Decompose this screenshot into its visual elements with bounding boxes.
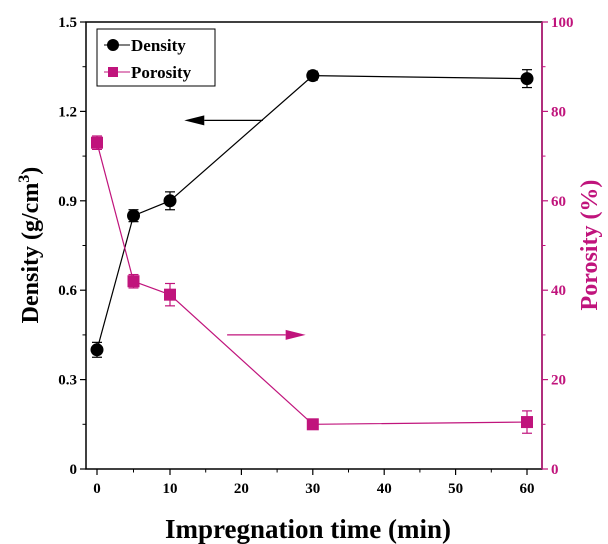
density-point [306,69,320,83]
right-y-tick-label: 40 [551,283,566,299]
legend-density-label: Density [131,36,186,55]
porosity-point [91,136,103,149]
porosity-point [127,275,140,288]
left-y-axis-title-close: ) [18,167,44,175]
density-point [127,209,140,223]
arrow-left-head [184,115,205,126]
legend-item-density: Density [104,36,186,55]
right-y-tick-label: 60 [551,194,566,210]
left-y-tick-label: 0 [70,462,78,478]
right-y-axis-title: Porosity (%) [577,180,603,311]
arrow-right-head [285,329,306,340]
x-axis-title: Impregnation time (min) [165,514,451,544]
legend-density-marker [107,39,119,51]
legend-porosity-marker [108,67,118,77]
legend: Density Porosity [96,28,216,87]
left-y-axis-title-main: Density (g/cm [18,183,44,324]
porosity-line [96,142,528,425]
x-tick-label: 20 [234,481,249,497]
legend-porosity-label: Porosity [131,63,192,82]
left-y-axis-title-superscript: 3 [16,175,33,183]
legend-item-porosity: Porosity [104,63,192,82]
left-y-tick-label: 0.3 [58,373,77,389]
density-point [90,343,104,357]
x-tick-label: 30 [305,481,320,497]
density-point [520,72,534,86]
density-point [163,194,177,208]
x-tick-label: 50 [448,481,463,497]
left-y-tick-label: 0.9 [58,194,77,210]
x-tick-label: 10 [163,481,178,497]
density-line [96,75,528,350]
x-tick-label: 0 [93,481,101,497]
series-layer [90,69,534,434]
annotation-layer [184,115,306,340]
left-y-axis-ticks: 0 0.3 0.6 0.9 1.2 1.5 [58,15,86,478]
left-y-tick-label: 0.6 [58,283,77,299]
left-y-tick-label: 1.2 [58,104,77,120]
left-y-tick-label: 1.5 [58,15,77,31]
right-y-tick-label: 100 [551,15,574,31]
right-y-axis-ticks: 0 20 40 60 80 100 [541,15,574,478]
x-tick-label: 60 [520,481,535,497]
right-y-tick-label: 20 [551,373,566,389]
x-axis-ticks: 0 10 20 30 40 50 60 [93,469,535,497]
porosity-point [521,416,533,429]
porosity-point [164,288,176,301]
right-y-tick-label: 80 [551,104,566,120]
plot-frame [85,21,543,470]
left-y-axis-title: Density (g/cm3) [16,167,44,324]
porosity-point [306,418,319,431]
x-tick-label: 40 [377,481,392,497]
right-y-tick-label: 0 [551,462,559,478]
